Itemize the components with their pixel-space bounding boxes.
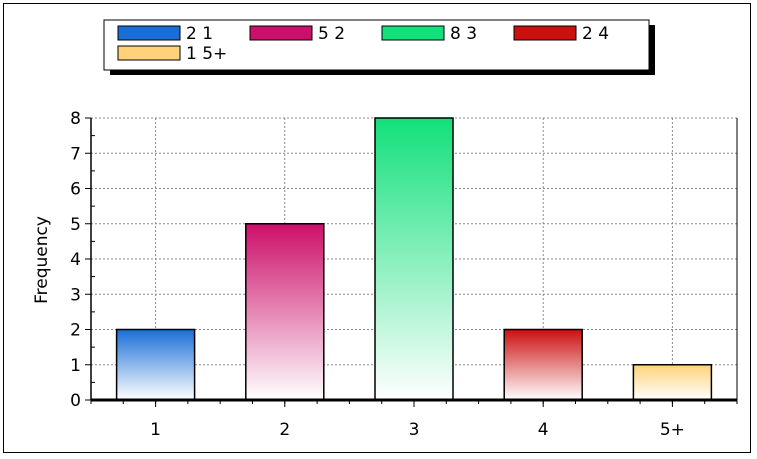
y-tick-label: 6 <box>70 180 81 200</box>
x-tick-label: 4 <box>538 420 549 440</box>
y-tick-label: 2 <box>70 321 81 341</box>
x-tick-label: 5+ <box>660 420 685 440</box>
bar-2 <box>245 223 325 401</box>
legend-swatch <box>513 25 577 41</box>
legend-label: 2 1 <box>186 24 213 44</box>
legend-label: 8 3 <box>450 24 477 44</box>
y-tick-label: 0 <box>70 391 81 411</box>
legend-label: 2 4 <box>582 24 609 44</box>
y-tick-label: 7 <box>70 144 81 164</box>
y-tick-label: 8 <box>70 109 81 129</box>
bar-5+ <box>632 364 713 401</box>
x-tick-label: 2 <box>279 420 290 440</box>
legend-swatch <box>117 45 181 61</box>
legend-swatch <box>117 25 181 41</box>
x-tick-label: 1 <box>150 420 161 440</box>
y-tick-label: 1 <box>70 356 81 376</box>
y-tick-label: 3 <box>70 285 81 305</box>
x-axis-ticks: 1 2 3 4 5+ <box>90 400 738 440</box>
y-tick-label: 5 <box>70 215 81 235</box>
bars <box>115 117 713 401</box>
legend-label: 5 2 <box>318 24 345 44</box>
legend: 2 1 5 2 8 3 2 4 1 5+ <box>103 19 655 75</box>
legend-swatch <box>249 25 313 41</box>
bar-1 <box>115 328 196 401</box>
y-axis-ticks: 0 1 2 3 4 5 6 7 8 <box>70 109 95 411</box>
bar-4 <box>503 328 583 401</box>
legend-swatch <box>381 25 445 41</box>
bar-3 <box>374 117 454 401</box>
x-tick-label: 3 <box>409 420 420 440</box>
y-axis-title: Frequency <box>32 216 52 304</box>
y-tick-label: 4 <box>70 250 81 270</box>
legend-label: 1 5+ <box>186 44 227 64</box>
